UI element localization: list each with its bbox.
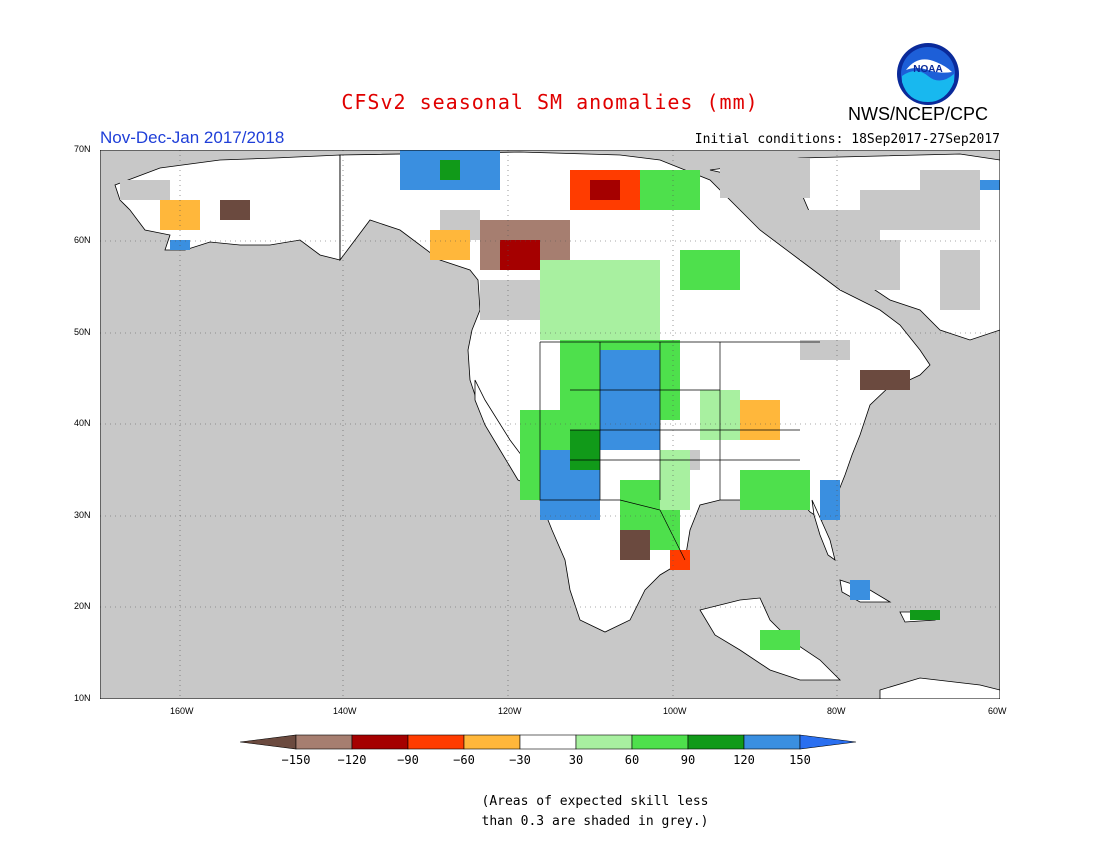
initial-conditions-label: Initial conditions: 18Sep2017-27Sep2017 — [694, 132, 1000, 147]
lat-tick-60n: 60N — [74, 235, 91, 245]
anomaly-map: 70N 60N 50N 40N 30N 20N 10N 160W 140W 12… — [74, 144, 1007, 716]
colorbar-swatch — [407, 734, 465, 750]
lat-tick-40n: 40N — [74, 418, 91, 428]
footnote: (Areas of expected skill less than 0.3 a… — [0, 792, 1100, 832]
lon-tick-100w: 100W — [663, 706, 687, 716]
footnote-line-1: (Areas of expected skill less — [481, 794, 709, 809]
colorbar-swatch — [743, 734, 801, 750]
colorbar-tick-label: 30 — [568, 753, 584, 767]
colorbar-swatch — [687, 734, 745, 750]
colorbar — [239, 733, 862, 755]
organization-label: NWS/NCEP/CPC — [848, 104, 989, 124]
colorbar-arrow-right — [799, 734, 857, 750]
logo-text: NOAA — [913, 64, 942, 75]
colorbar-tick-label: −120 — [337, 753, 367, 767]
colorbar-swatches — [239, 734, 857, 750]
lat-tick-20n: 20N — [74, 601, 91, 611]
lon-tick-160w: 160W — [170, 706, 194, 716]
colorbar-tick-label: −60 — [453, 753, 475, 767]
season-label: Nov-Dec-Jan 2017/2018 — [100, 128, 285, 147]
lon-tick-120w: 120W — [498, 706, 522, 716]
lat-tick-70n: 70N — [74, 144, 91, 154]
lat-tick-30n: 30N — [74, 510, 91, 520]
lat-lon-grid — [100, 150, 1000, 699]
colorbar-tick-label: 60 — [624, 753, 640, 767]
noaa-logo: NOAA — [896, 42, 960, 110]
colorbar-tick-label: −30 — [509, 753, 531, 767]
lon-tick-140w: 140W — [333, 706, 357, 716]
footnote-line-2: than 0.3 are shaded in grey.) — [481, 814, 709, 829]
colorbar-arrow-left — [239, 734, 297, 750]
low-skill-mask — [120, 158, 980, 470]
colorbar-swatch — [575, 734, 633, 750]
colorbar-swatch — [351, 734, 409, 750]
map-canvas — [99, 149, 1001, 700]
colorbar-swatch — [519, 734, 577, 750]
lon-tick-80w: 80W — [827, 706, 846, 716]
colorbar-tick-label: 90 — [680, 753, 696, 767]
colorbar-swatch — [295, 734, 353, 750]
colorbar-swatch — [463, 734, 521, 750]
lat-tick-10n: 10N — [74, 693, 91, 703]
colorbar-swatch — [631, 734, 689, 750]
colorbar-tick-label: 120 — [733, 753, 755, 767]
map-title: CFSv2 seasonal SM anomalies (mm) — [341, 90, 759, 114]
political-boundaries — [339, 155, 820, 561]
colorbar-tick-label: −90 — [397, 753, 419, 767]
lat-tick-50n: 50N — [74, 327, 91, 337]
lon-tick-60w: 60W — [988, 706, 1007, 716]
colorbar-tick-label: −150 — [281, 753, 311, 767]
colorbar-tick-label: 150 — [789, 753, 811, 767]
florida-land — [811, 499, 836, 561]
